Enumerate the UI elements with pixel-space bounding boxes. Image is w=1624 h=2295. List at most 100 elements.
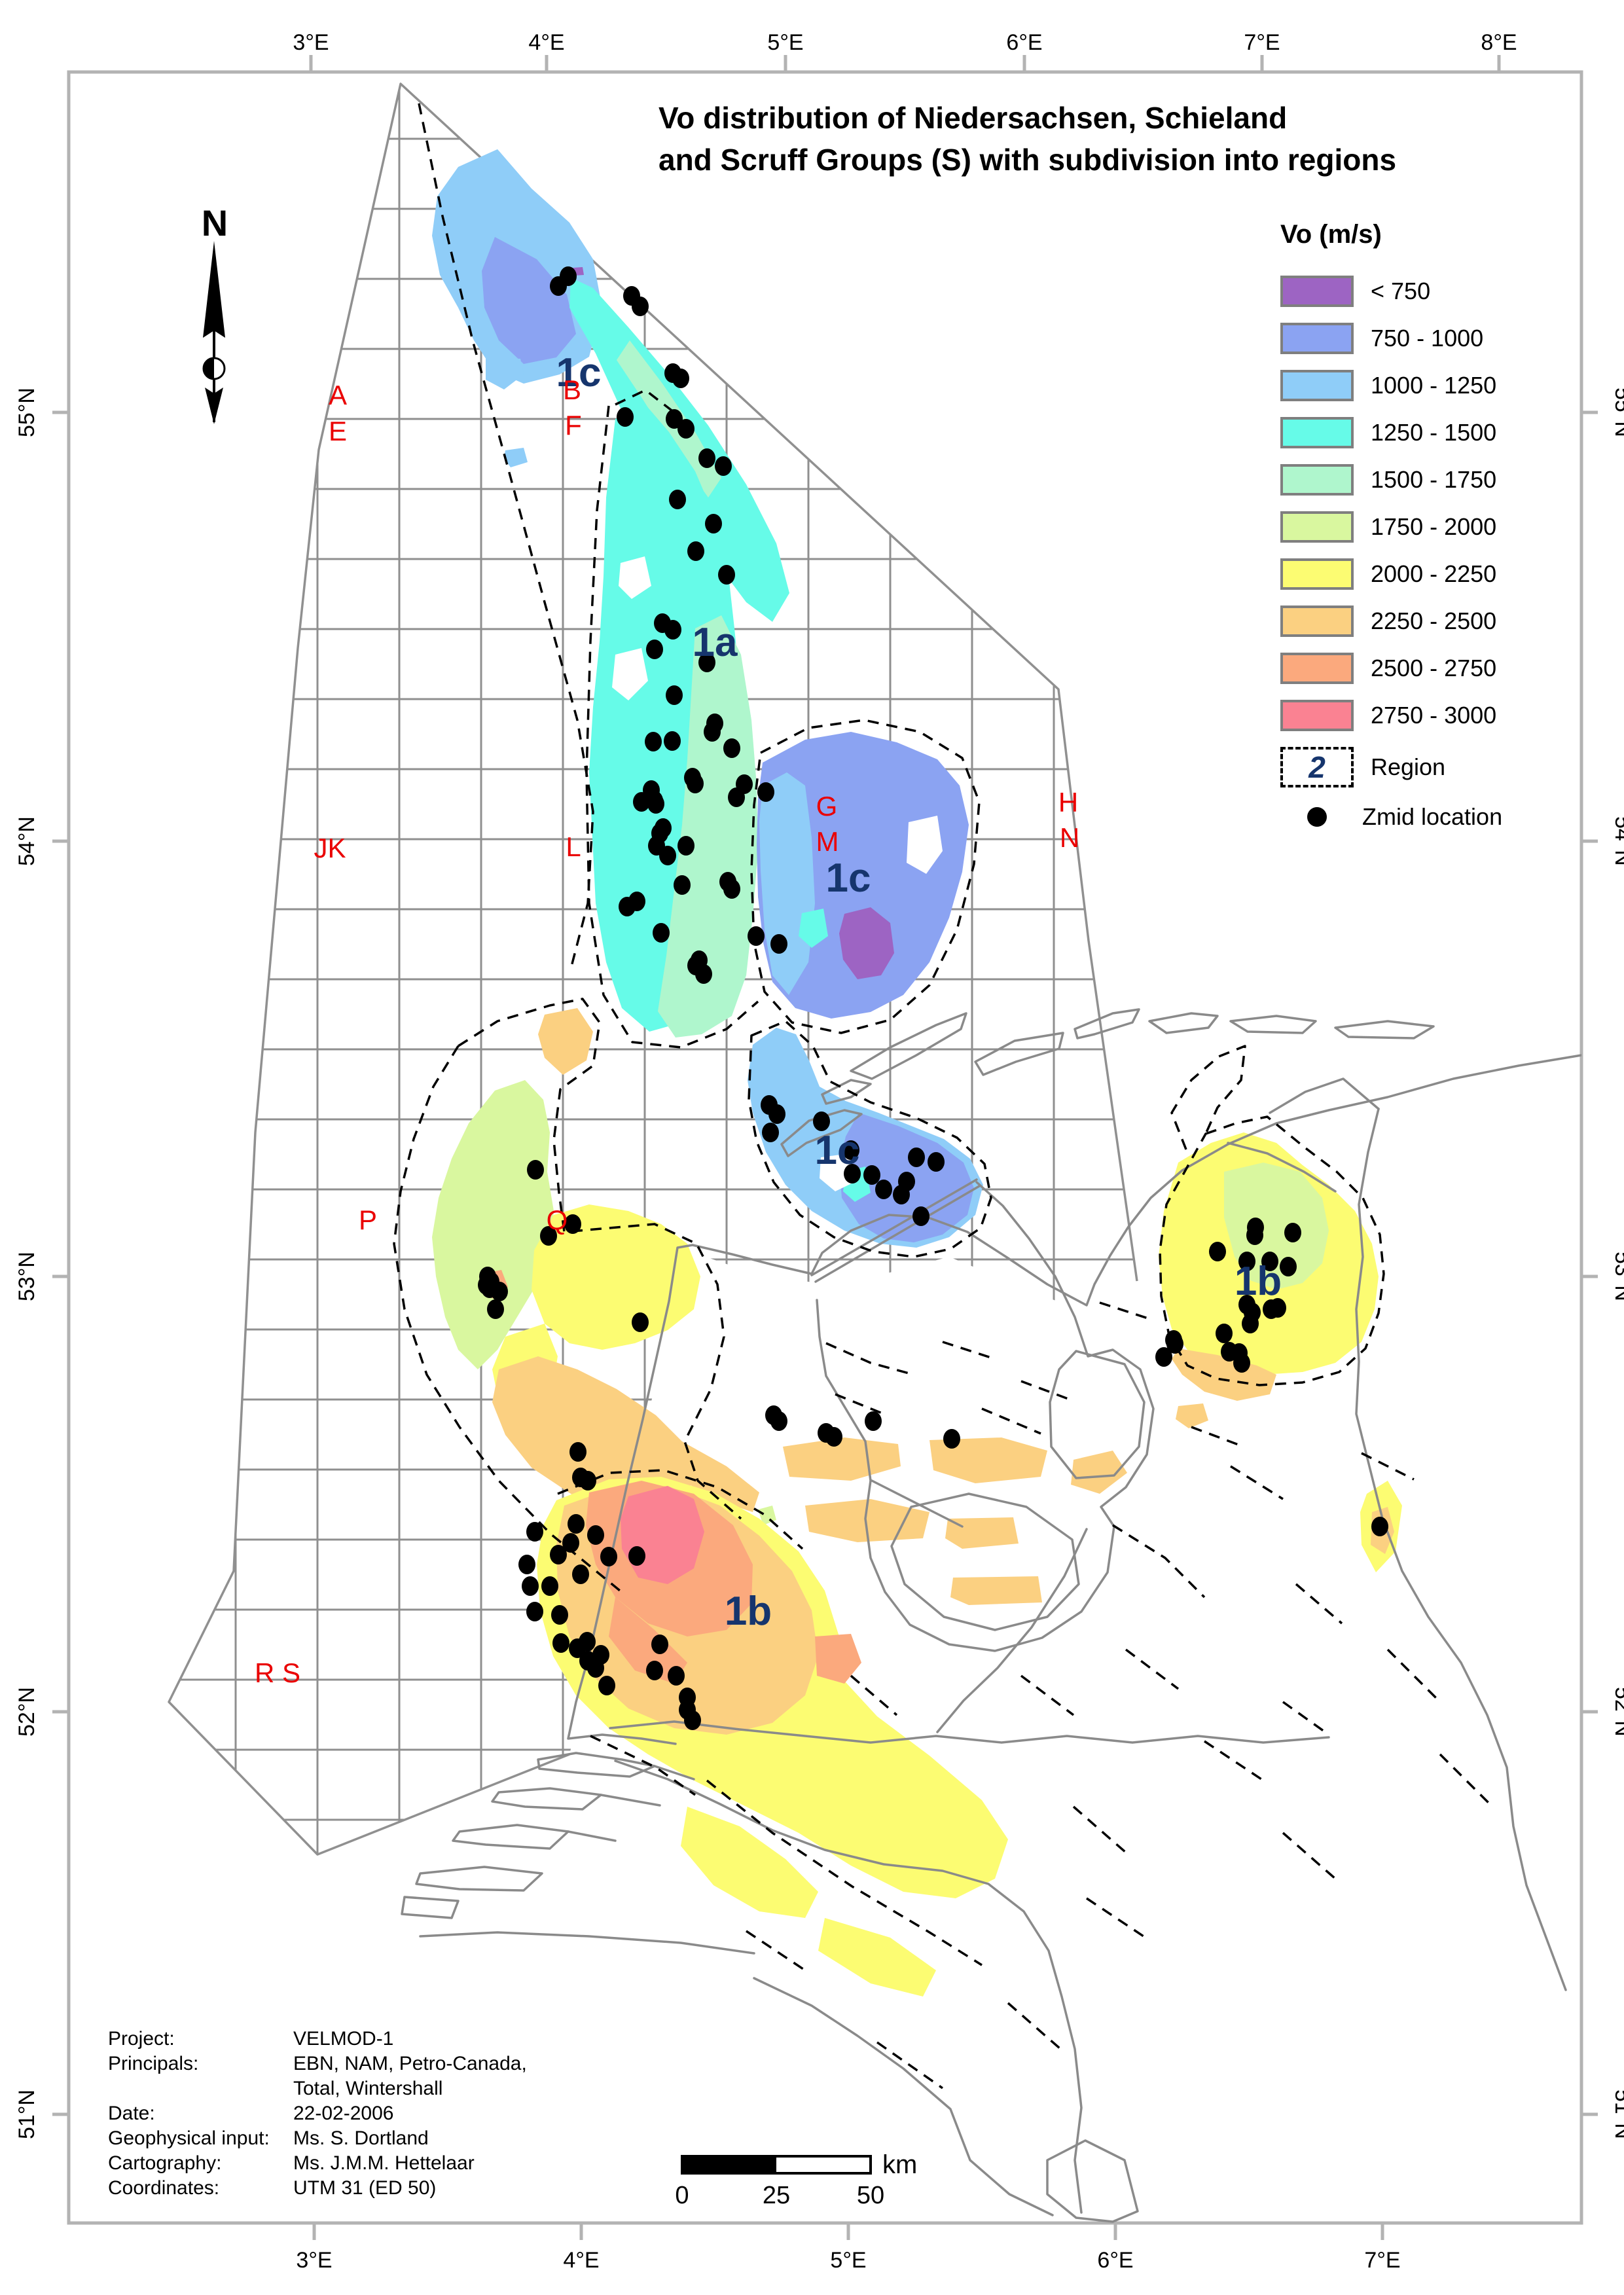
project-info-label: Principals: [108, 2053, 199, 2074]
coastlines [401, 1008, 1581, 2223]
coastline [1355, 1108, 1567, 1991]
zmid-dot [943, 1429, 960, 1449]
north-arrow-circle-half [204, 358, 214, 379]
zmid-dot [723, 879, 740, 899]
region-boundary [706, 1779, 983, 1966]
legend-range-label: 1500 - 1750 [1371, 466, 1497, 493]
scale-bar-tick: 50 [857, 2182, 884, 2209]
quadrant-label: L [566, 831, 581, 862]
region-boundary [458, 998, 742, 1520]
velocity-patch [1172, 1348, 1276, 1401]
region-boundary [942, 1341, 996, 1360]
legend-swatch [1280, 653, 1354, 684]
zmid-dot [687, 541, 704, 561]
axis-label-right: 53°N [1610, 1252, 1624, 1301]
region-label: 1c [556, 350, 602, 395]
axis-label-right: 55°N [1610, 388, 1624, 437]
project-info-value: VELMOD-1 [293, 2028, 394, 2050]
coastline [810, 1178, 978, 1276]
project-info: Project: VELMOD-1 Principals: EBN, NAM, Pet… [108, 2027, 527, 2201]
axis-label-bottom: 7°E [1364, 2248, 1400, 2273]
region-boundary [1072, 1805, 1127, 1854]
zmid-dot [522, 1576, 539, 1596]
velocity-patch [612, 648, 648, 700]
legend-region-row: 2 Region [1280, 747, 1588, 787]
zmid-dot [863, 1165, 880, 1185]
region-boundary [746, 1930, 806, 1972]
zmid-dot [768, 1104, 785, 1124]
velocity-patch [532, 1204, 700, 1350]
zmid-dot [1246, 1225, 1263, 1245]
region-boundaries [393, 103, 1494, 2089]
legend-range-label: 2000 - 2250 [1371, 560, 1497, 587]
velocity-patch [783, 1437, 901, 1481]
coastline [1334, 1020, 1435, 1039]
legend-range-label: 2750 - 3000 [1371, 702, 1497, 729]
axis-label-left: 54°N [14, 816, 39, 866]
axis-label-right: 51°N [1610, 2089, 1624, 2139]
project-info-row: Geophysical input: Ms. S. Dortland [108, 2126, 527, 2151]
region-boundary [981, 1407, 1041, 1435]
quadrant-label: B [563, 374, 581, 405]
coastline [419, 1931, 755, 1955]
map-title-line2: and Scruff Groups (S) with subdivision i… [659, 143, 1397, 177]
zmid-dot [674, 875, 691, 895]
scale-bar: km 0 25 50 [675, 2150, 917, 2209]
quadrant-label: A [329, 380, 347, 410]
project-info-row: Date: 22-02-2006 [108, 2101, 527, 2126]
zmid-dot [647, 794, 664, 814]
map-content [168, 82, 1581, 2223]
zmid-dot [748, 926, 765, 946]
zmid-dot [569, 1442, 586, 1462]
zmid-dot [651, 1635, 668, 1654]
project-info-label: Project: [108, 2028, 175, 2050]
velocity-patch [1071, 1451, 1127, 1494]
zmid-dot [770, 1411, 787, 1431]
region-boundary [1159, 1115, 1385, 1386]
axis-label-bottom: 6°E [1097, 2248, 1133, 2273]
project-info-value: Total, Wintershall [293, 2078, 443, 2099]
project-info-value: Ms. S. Dortland [293, 2127, 429, 2149]
velocity-patch [609, 1597, 687, 1684]
quadrant-label: F [565, 410, 582, 441]
zmid-dot [633, 792, 650, 812]
legend-swatch [1280, 605, 1354, 637]
region-boundary [850, 1674, 898, 1716]
zmid-dot [723, 738, 740, 758]
zmid-dot [632, 297, 649, 316]
zmid-dot [560, 266, 577, 286]
zmid-dot [762, 1123, 779, 1142]
velocity-patch [759, 772, 815, 995]
legend: Vo (m/s) < 750 750 - 1000 1000 - 1250 1250 … [1280, 220, 1588, 831]
zmid-dot [550, 1545, 567, 1564]
zmid-dot [1166, 1334, 1183, 1354]
axis-label-top: 5°E [767, 30, 803, 55]
map-frame [67, 70, 1583, 2225]
project-info-value: EBN, NAM, Petro-Canada, [293, 2053, 527, 2074]
zmid-dot [518, 1555, 535, 1574]
zmid-dot [825, 1427, 842, 1447]
legend-swatch [1280, 323, 1354, 354]
velocity-patch [799, 909, 828, 948]
quadrant-label: H [1058, 787, 1078, 818]
legend-swatch [1280, 464, 1354, 496]
region-boundary [748, 1020, 992, 1258]
velocity-patch [486, 359, 524, 389]
legend-row: 1250 - 1500 [1280, 409, 1588, 456]
coastline [401, 1896, 460, 1919]
zmid-dot [672, 369, 689, 388]
project-info-row: Project: VELMOD-1 [108, 2027, 527, 2051]
velocity-patch [432, 1080, 554, 1369]
axis-label-top: 6°E [1006, 30, 1042, 55]
legend-swatch [1280, 276, 1354, 307]
axis-label-bottom: 5°E [830, 2248, 866, 2273]
region-label: Region [1371, 753, 1446, 780]
legend-row: 2750 - 3000 [1280, 692, 1588, 739]
north-arrow-tail [205, 388, 223, 424]
legend-range-label: 1750 - 2000 [1371, 513, 1497, 540]
zmid-dot [687, 774, 704, 793]
zmid-dot [487, 1299, 504, 1319]
map-title: Vo distribution of Niedersachsen, Schiel… [659, 97, 1396, 181]
zmid-dot [677, 419, 695, 439]
